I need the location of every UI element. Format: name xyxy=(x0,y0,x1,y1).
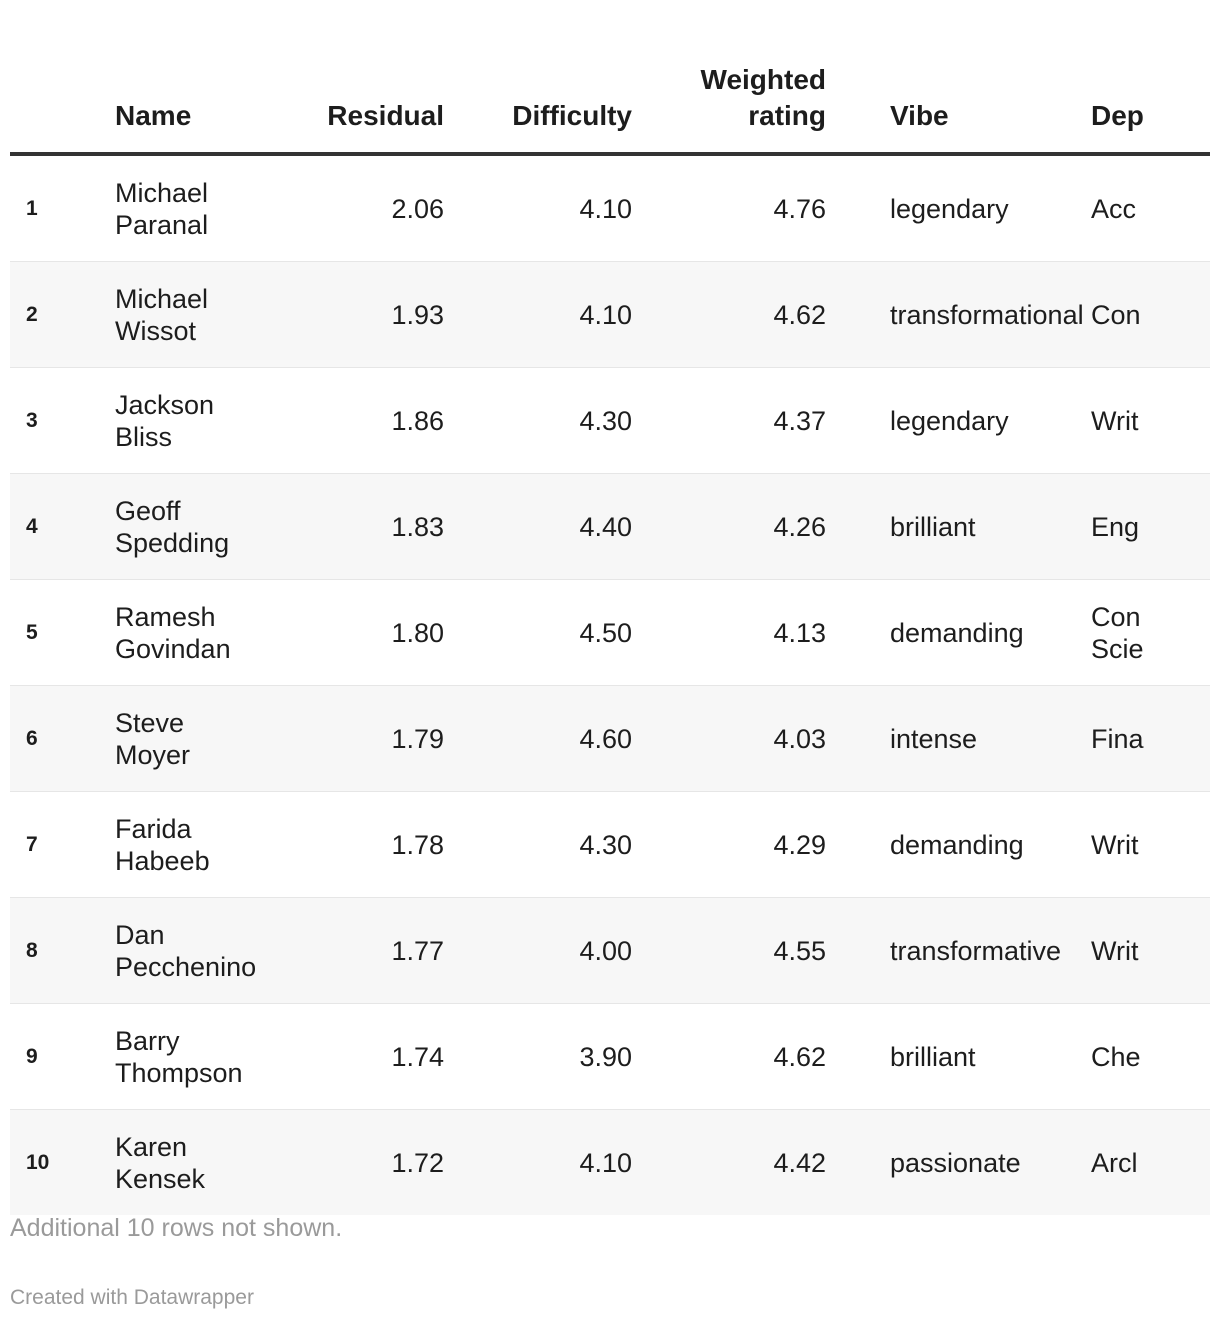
cell-weighted-rating: 4.62 xyxy=(632,1003,826,1110)
cell-vibe: brilliant xyxy=(826,473,1091,580)
cell-rank: 4 xyxy=(10,473,115,580)
table-row: 10 Karen Kensek 1.72 4.10 4.42 passionate Arcl xyxy=(10,1109,1210,1215)
cell-difficulty: 4.00 xyxy=(444,897,632,1004)
cell-difficulty: 4.30 xyxy=(444,367,632,474)
cell-weighted-rating: 4.42 xyxy=(632,1109,826,1215)
cell-weighted-rating: 4.03 xyxy=(632,685,826,792)
cell-rank: 2 xyxy=(10,261,115,368)
cell-rank: 7 xyxy=(10,791,115,898)
header-difficulty[interactable]: Difficulty xyxy=(444,40,632,156)
table-row: 3 Jackson Bliss 1.86 4.30 4.37 legendary Writ xyxy=(10,367,1210,474)
cell-residual: 1.74 xyxy=(295,1003,444,1110)
cell-weighted-rating: 4.13 xyxy=(632,579,826,686)
cell-weighted-rating: 4.76 xyxy=(632,154,826,262)
cell-difficulty: 4.30 xyxy=(444,791,632,898)
cell-department: Eng xyxy=(1091,473,1210,580)
table-body: 1 Michael Paranal 2.06 4.10 4.76 legendary Acc… xyxy=(10,154,1210,1215)
table-container: Name Residual Difficulty Weighted rating… xyxy=(10,0,1210,1322)
cell-department: Writ xyxy=(1091,791,1210,898)
cell-difficulty: 4.40 xyxy=(444,473,632,580)
header-name[interactable]: Name xyxy=(115,40,295,156)
cell-rank: 6 xyxy=(10,685,115,792)
cell-vibe: intense xyxy=(826,685,1091,792)
cell-residual: 1.86 xyxy=(295,367,444,474)
cell-name: Ramesh Govindan xyxy=(115,579,295,686)
cell-department: Acc xyxy=(1091,154,1210,262)
cell-name: Karen Kensek xyxy=(115,1109,295,1215)
cell-weighted-rating: 4.29 xyxy=(632,791,826,898)
cell-vibe: legendary xyxy=(826,154,1091,262)
cell-department: Arcl xyxy=(1091,1109,1210,1215)
table-row: 5 Ramesh Govindan 1.80 4.50 4.13 demanding Con… xyxy=(10,579,1210,686)
header-vibe[interactable]: Vibe xyxy=(826,40,1091,156)
cell-weighted-rating: 4.62 xyxy=(632,261,826,368)
header-weighted-rating[interactable]: Weighted rating xyxy=(632,40,826,156)
table-row: 6 Steve Moyer 1.79 4.60 4.03 intense Fina xyxy=(10,685,1210,792)
cell-residual: 1.72 xyxy=(295,1109,444,1215)
cell-difficulty: 4.60 xyxy=(444,685,632,792)
cell-department: Con Scie xyxy=(1091,579,1210,686)
cell-difficulty: 4.10 xyxy=(444,261,632,368)
cell-rank: 1 xyxy=(10,154,115,262)
cell-name: Steve Moyer xyxy=(115,685,295,792)
datawrapper-credit: Created with Datawrapper xyxy=(10,1286,254,1309)
cell-weighted-rating: 4.55 xyxy=(632,897,826,1004)
header-department[interactable]: Dep xyxy=(1091,40,1210,156)
cell-weighted-rating: 4.37 xyxy=(632,367,826,474)
data-table: Name Residual Difficulty Weighted rating… xyxy=(10,40,1210,1215)
table-row: 7 Farida Habeeb 1.78 4.30 4.29 demanding Writ xyxy=(10,791,1210,898)
cell-department: Writ xyxy=(1091,897,1210,1004)
rows-not-shown-note: Additional 10 rows not shown. xyxy=(10,1214,343,1242)
cell-residual: 1.79 xyxy=(295,685,444,792)
cell-residual: 1.93 xyxy=(295,261,444,368)
cell-department: Che xyxy=(1091,1003,1210,1110)
cell-vibe: transformative xyxy=(826,897,1091,1004)
cell-vibe: legendary xyxy=(826,367,1091,474)
cell-rank: 5 xyxy=(10,579,115,686)
table-row: 2 Michael Wissot 1.93 4.10 4.62 transformatio… xyxy=(10,261,1210,368)
cell-rank: 3 xyxy=(10,367,115,474)
table-row: 8 Dan Pecchenino 1.77 4.00 4.55 transformativ… xyxy=(10,897,1210,1004)
cell-department: Fina xyxy=(1091,685,1210,792)
cell-rank: 10 xyxy=(10,1109,115,1215)
header-residual[interactable]: Residual xyxy=(295,40,444,156)
cell-department: Writ xyxy=(1091,367,1210,474)
cell-vibe: transformational xyxy=(826,261,1091,368)
cell-vibe: demanding xyxy=(826,579,1091,686)
cell-difficulty: 3.90 xyxy=(444,1003,632,1110)
cell-name: Michael Paranal xyxy=(115,154,295,262)
cell-vibe: brilliant xyxy=(826,1003,1091,1110)
cell-name: Farida Habeeb xyxy=(115,791,295,898)
cell-residual: 1.83 xyxy=(295,473,444,580)
cell-residual: 1.77 xyxy=(295,897,444,1004)
cell-residual: 2.06 xyxy=(295,154,444,262)
cell-difficulty: 4.10 xyxy=(444,1109,632,1215)
cell-vibe: passionate xyxy=(826,1109,1091,1215)
cell-name: Jackson Bliss xyxy=(115,367,295,474)
cell-name: Barry Thompson xyxy=(115,1003,295,1110)
cell-difficulty: 4.10 xyxy=(444,154,632,262)
cell-name: Geoff Spedding xyxy=(115,473,295,580)
cell-name: Dan Pecchenino xyxy=(115,897,295,1004)
cell-department: Con xyxy=(1091,261,1210,368)
table-row: 9 Barry Thompson 1.74 3.90 4.62 brilliant Che xyxy=(10,1003,1210,1110)
header-rank xyxy=(10,40,115,156)
cell-residual: 1.80 xyxy=(295,579,444,686)
cell-rank: 8 xyxy=(10,897,115,1004)
cell-vibe: demanding xyxy=(826,791,1091,898)
cell-difficulty: 4.50 xyxy=(444,579,632,686)
cell-weighted-rating: 4.26 xyxy=(632,473,826,580)
header-weighted-rating-label: Weighted rating xyxy=(700,64,826,131)
table-row: 1 Michael Paranal 2.06 4.10 4.76 legendary Acc xyxy=(10,154,1210,262)
cell-residual: 1.78 xyxy=(295,791,444,898)
table-row: 4 Geoff Spedding 1.83 4.40 4.26 brilliant Eng xyxy=(10,473,1210,580)
cell-rank: 9 xyxy=(10,1003,115,1110)
header-row: Name Residual Difficulty Weighted rating… xyxy=(10,40,1210,156)
cell-name: Michael Wissot xyxy=(115,261,295,368)
